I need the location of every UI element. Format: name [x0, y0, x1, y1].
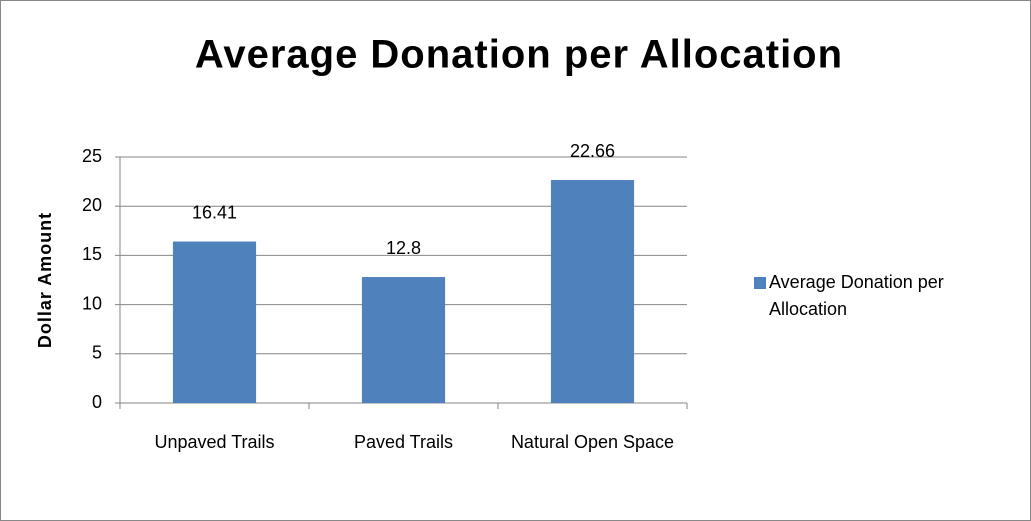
- data-label: 22.66: [570, 141, 615, 161]
- x-tick-label: Unpaved Trails: [154, 432, 275, 452]
- chart-title: Average Donation per Allocation: [195, 33, 843, 77]
- bar: [361, 277, 446, 403]
- legend-swatch: [754, 277, 766, 289]
- bar: [550, 180, 635, 403]
- x-tick-label: Natural Open Space: [510, 432, 675, 452]
- x-tick-label: Paved Trails: [353, 432, 454, 452]
- bar: [172, 241, 257, 403]
- y-tick-label: 5: [92, 343, 102, 363]
- data-label: 16.41: [192, 202, 237, 222]
- y-axis-label: Dollar Amount: [35, 212, 55, 348]
- data-label: 12.8: [386, 238, 421, 258]
- legend-label: Average Donation per Allocation: [769, 272, 944, 319]
- y-tick-label: 0: [92, 392, 102, 412]
- y-tick-label: 10: [82, 293, 102, 313]
- y-tick-label: 20: [82, 195, 102, 215]
- y-tick-label: 25: [82, 146, 102, 166]
- y-tick-label: 15: [82, 244, 102, 264]
